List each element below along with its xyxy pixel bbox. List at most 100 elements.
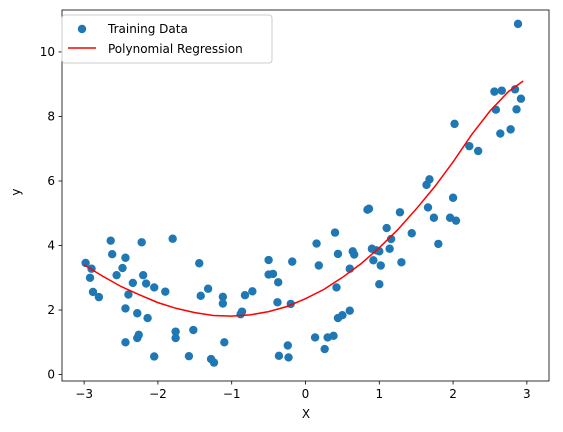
data-point: [491, 105, 501, 114]
data-point: [473, 146, 483, 156]
data-point: [490, 87, 499, 96]
data-point: [310, 333, 320, 342]
data-point: [106, 236, 115, 245]
data-point: [134, 330, 143, 340]
data-point: [283, 341, 292, 350]
data-point: [333, 249, 343, 259]
data-point: [196, 291, 205, 301]
x-tick-label: 2: [449, 387, 457, 401]
x-tick-label: −3: [75, 387, 93, 401]
data-point: [510, 85, 520, 94]
data-point: [88, 287, 98, 297]
data-point: [218, 299, 228, 308]
data-point: [143, 313, 152, 323]
data-point: [94, 292, 104, 302]
data-point: [512, 105, 521, 114]
axis-ticks: −3 −2 −1 0 1 2 3 0 2 4 6 8 10: [40, 9, 550, 401]
data-point: [85, 273, 95, 282]
data-point: [434, 239, 443, 249]
data-point: [382, 223, 391, 233]
data-point: [496, 129, 505, 138]
data-point: [137, 238, 146, 247]
data-point: [397, 258, 406, 267]
data-point: [240, 290, 250, 300]
data-point: [133, 309, 142, 318]
y-tick-label: 8: [47, 109, 55, 123]
data-point: [274, 351, 284, 361]
data-point: [429, 213, 439, 222]
data-point: [423, 203, 433, 212]
data-point: [330, 228, 340, 237]
x-tick-label: −1: [223, 387, 241, 401]
data-point: [314, 261, 323, 270]
data-point: [124, 290, 133, 299]
data-point: [209, 358, 219, 367]
data-point: [364, 204, 374, 213]
data-point: [338, 310, 347, 320]
data-point: [350, 250, 359, 259]
data-point: [184, 351, 194, 361]
data-point: [268, 269, 278, 279]
y-tick-label: 2: [47, 303, 55, 317]
data-point: [312, 239, 321, 248]
x-tick-label: −2: [149, 387, 167, 401]
x-tick-label: 1: [375, 387, 383, 401]
data-point: [345, 306, 354, 315]
data-point: [425, 175, 434, 184]
data-point: [506, 125, 515, 134]
data-point: [497, 86, 506, 95]
plot-area: [81, 19, 526, 367]
data-point: [395, 208, 405, 217]
data-point: [386, 234, 396, 244]
data-point: [203, 284, 213, 293]
data-point: [189, 325, 198, 335]
data-point: [284, 353, 293, 362]
data-point: [516, 94, 526, 103]
data-point: [195, 259, 204, 268]
data-point: [274, 278, 283, 287]
data-point: [81, 258, 90, 268]
data-point: [138, 270, 148, 280]
data-point: [273, 298, 282, 307]
data-point: [112, 270, 121, 280]
data-point: [332, 283, 341, 292]
data-point: [171, 327, 180, 336]
data-point: [407, 229, 416, 238]
data-point: [264, 255, 273, 265]
legend-label-training-data: Training Data: [107, 22, 188, 36]
data-point: [375, 280, 384, 289]
data-point: [465, 141, 474, 151]
data-point: [121, 253, 130, 262]
data-point: [385, 244, 394, 253]
data-point: [220, 338, 229, 347]
data-point: [451, 216, 461, 225]
data-point: [513, 19, 523, 29]
data-point: [150, 283, 159, 292]
data-point: [171, 333, 180, 343]
legend-marker-training-data: [77, 24, 87, 34]
legend-label-polynomial-regression: Polynomial Regression: [108, 42, 243, 56]
data-point: [128, 278, 138, 288]
data-point: [121, 338, 130, 347]
data-point: [121, 304, 130, 313]
data-point: [107, 250, 117, 259]
data-point: [118, 263, 127, 273]
y-tick-label: 0: [47, 368, 55, 382]
data-point: [237, 307, 247, 316]
data-point: [141, 279, 151, 288]
y-tick-label: 4: [47, 239, 55, 253]
data-point: [320, 344, 329, 354]
y-tick-label: 10: [40, 45, 55, 59]
data-point: [168, 234, 177, 243]
y-axis-label: y: [9, 188, 23, 195]
data-point: [150, 352, 159, 361]
x-axis-label: X: [302, 407, 310, 421]
data-point: [376, 261, 385, 270]
data-point: [161, 287, 170, 296]
legend: Training Data Polynomial Regression: [61, 14, 273, 64]
x-tick-label: 3: [523, 387, 531, 401]
data-point: [448, 193, 458, 202]
legend-box: [61, 14, 273, 64]
